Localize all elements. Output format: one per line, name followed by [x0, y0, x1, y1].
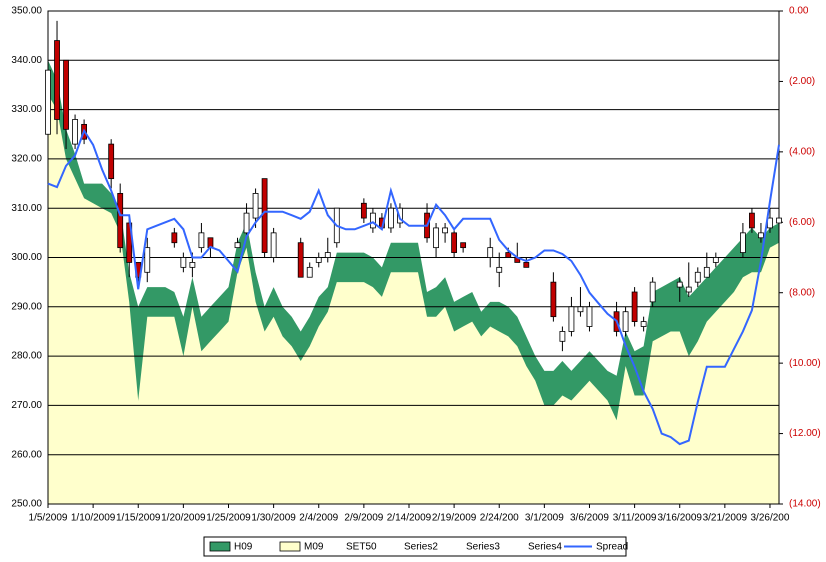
- y-tick-label: 300.00: [11, 252, 42, 263]
- x-tick-label: 1/20/2009: [161, 513, 206, 524]
- candle-body: [676, 281, 683, 288]
- candle-body: [550, 281, 557, 318]
- y2-tick-label: (4.00): [789, 146, 815, 157]
- candle-body: [460, 242, 467, 249]
- candle-body: [559, 331, 566, 342]
- legend-swatch: [279, 541, 301, 552]
- candle-body: [577, 306, 584, 313]
- y-tick-label: 310.00: [11, 203, 42, 214]
- x-tick-label: 1/5/2009: [29, 513, 68, 524]
- candle-body: [523, 262, 530, 268]
- legend-label: H09: [234, 542, 253, 553]
- plot-frame: [47, 10, 780, 505]
- area: [48, 94, 779, 505]
- candle-body: [306, 266, 313, 278]
- candle-body: [776, 217, 782, 224]
- y-tick-label: 270.00: [11, 400, 42, 411]
- candle-body: [433, 227, 439, 249]
- legend-swatch: [209, 541, 231, 552]
- legend-label: Series3: [466, 542, 500, 553]
- candle-body: [749, 212, 755, 229]
- candle-body: [451, 232, 458, 253]
- legend-box: [203, 536, 627, 557]
- candle-body: [270, 232, 277, 258]
- x-tick-label: 3/21/2009: [703, 513, 748, 524]
- y-tick-label: 350.00: [11, 6, 42, 17]
- legend-label: Series2: [404, 542, 438, 553]
- legend-label: Spread: [596, 542, 628, 553]
- legend-label: SET50: [346, 542, 377, 553]
- candle-body: [694, 271, 701, 283]
- x-tick-label: 3/16/2009: [657, 513, 702, 524]
- candle-body: [252, 193, 259, 219]
- y-tick-label: 280.00: [11, 351, 42, 362]
- candle-body: [586, 306, 593, 327]
- candle-body: [45, 69, 51, 135]
- candle-body: [496, 266, 503, 273]
- candle-body: [171, 232, 178, 244]
- legend-label: M09: [304, 542, 324, 553]
- y2-tick-label: (2.00): [789, 76, 815, 87]
- x-tick-label: 2/9/2009: [344, 513, 383, 524]
- candle-body: [315, 257, 322, 263]
- y-tick-label: 260.00: [11, 449, 42, 460]
- y2-tick-label: (14.00): [789, 499, 821, 510]
- candle-body: [622, 311, 629, 332]
- x-tick-label: 3/6/2009: [570, 513, 609, 524]
- candle-body: [144, 247, 151, 273]
- candle-body: [198, 232, 205, 249]
- candle-body: [487, 247, 494, 258]
- candle-body: [703, 266, 710, 278]
- y-tick-label: 250.00: [11, 499, 42, 510]
- y2-tick-label: (10.00): [789, 358, 821, 369]
- candle-body: [685, 286, 692, 293]
- y-tick-label: 340.00: [11, 55, 42, 66]
- y-tick-label: 320.00: [11, 154, 42, 165]
- candle-body: [234, 242, 241, 249]
- x-tick-label: 1/15/2009: [116, 513, 161, 524]
- x-tick-label: 3/11/2009: [613, 513, 657, 524]
- candle-body: [324, 252, 331, 258]
- candle-body: [442, 227, 448, 234]
- x-tick-label: 2/19/2009: [432, 513, 477, 524]
- candle-body: [369, 212, 376, 229]
- candle-body: [189, 262, 196, 268]
- candle-body: [758, 232, 764, 239]
- candle-body: [54, 40, 60, 120]
- candle-body: [243, 212, 250, 234]
- candle-body: [740, 232, 746, 253]
- candle-body: [117, 193, 124, 249]
- candle-body: [505, 252, 512, 258]
- x-tick-label: 2/4/2009: [299, 513, 338, 524]
- line: [47, 128, 780, 446]
- x-tick-label: 3/1/2009: [525, 513, 564, 524]
- candle-body: [712, 257, 719, 263]
- y2-tick-label: (8.00): [789, 287, 815, 298]
- candle-body: [568, 306, 575, 332]
- y2-tick-label: (6.00): [789, 217, 815, 228]
- legend-label: Series4: [528, 542, 562, 553]
- y2-tick-label: (12.00): [789, 428, 821, 439]
- candle-body: [72, 119, 78, 145]
- y-tick-label: 330.00: [11, 104, 42, 115]
- candle-body: [297, 242, 304, 278]
- candle-body: [261, 178, 268, 253]
- x-tick-label: 2/14/2009: [387, 513, 432, 524]
- x-tick-label: 2/24/200: [480, 513, 519, 524]
- candle-body: [180, 257, 187, 268]
- x-tick-label: 1/30/2009: [251, 513, 296, 524]
- x-tick-label: 3/26/200: [751, 513, 790, 524]
- y2-tick-label: 0.00: [789, 6, 809, 17]
- x-tick-label: 1/10/2009: [71, 513, 116, 524]
- y-tick-label: 290.00: [11, 301, 42, 312]
- candle-body: [640, 321, 647, 327]
- x-tick-label: 1/25/2009: [206, 513, 251, 524]
- candle-body: [108, 143, 115, 180]
- candle-body: [631, 291, 638, 322]
- candle-body: [63, 59, 69, 130]
- candle-body: [360, 202, 367, 219]
- candle-body: [649, 281, 656, 303]
- candle-body: [388, 207, 394, 229]
